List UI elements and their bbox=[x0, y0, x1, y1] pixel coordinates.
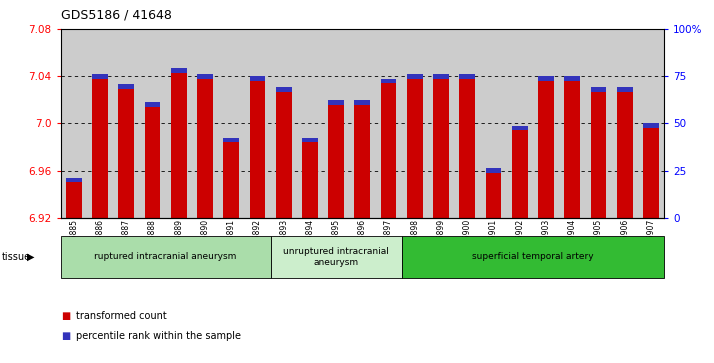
Bar bbox=[564, 76, 580, 218]
Bar bbox=[92, 74, 108, 218]
Bar bbox=[223, 138, 239, 218]
Bar bbox=[486, 168, 501, 218]
Bar bbox=[171, 68, 186, 218]
Text: superficial temporal artery: superficial temporal artery bbox=[472, 252, 593, 261]
Bar bbox=[66, 178, 81, 183]
Bar bbox=[302, 138, 318, 142]
Text: ▶: ▶ bbox=[27, 252, 35, 262]
Bar bbox=[590, 87, 606, 218]
Bar bbox=[197, 74, 213, 218]
Bar bbox=[354, 100, 371, 105]
Text: ruptured intracranial aneurysm: ruptured intracranial aneurysm bbox=[94, 252, 237, 261]
Bar bbox=[538, 76, 554, 218]
Bar bbox=[381, 79, 396, 83]
Bar bbox=[617, 87, 633, 91]
Bar bbox=[145, 102, 161, 218]
Bar bbox=[512, 126, 528, 218]
Text: unruptured intracranial
aneurysm: unruptured intracranial aneurysm bbox=[283, 247, 389, 266]
Bar bbox=[250, 76, 266, 218]
Bar bbox=[459, 74, 475, 218]
Text: GDS5186 / 41648: GDS5186 / 41648 bbox=[61, 9, 171, 22]
Bar bbox=[564, 76, 580, 81]
Bar bbox=[119, 85, 134, 89]
Bar bbox=[643, 123, 659, 218]
Bar bbox=[617, 87, 633, 218]
Bar bbox=[302, 138, 318, 218]
Bar bbox=[145, 102, 161, 107]
Bar bbox=[433, 74, 449, 218]
Bar bbox=[92, 74, 108, 79]
Bar bbox=[328, 100, 344, 218]
Bar bbox=[433, 74, 449, 79]
Bar bbox=[276, 87, 291, 91]
Bar bbox=[223, 138, 239, 142]
Bar bbox=[459, 74, 475, 79]
Text: ■: ■ bbox=[61, 331, 70, 341]
Bar bbox=[119, 85, 134, 218]
Text: tissue: tissue bbox=[2, 252, 31, 262]
Bar bbox=[407, 74, 423, 79]
Bar bbox=[171, 68, 186, 73]
Bar bbox=[590, 87, 606, 91]
Bar bbox=[486, 168, 501, 173]
Bar bbox=[328, 100, 344, 105]
Bar bbox=[66, 178, 81, 218]
Bar bbox=[197, 74, 213, 79]
Text: percentile rank within the sample: percentile rank within the sample bbox=[76, 331, 241, 341]
Bar bbox=[643, 123, 659, 128]
Bar bbox=[276, 87, 291, 218]
Bar bbox=[381, 79, 396, 218]
Text: ■: ■ bbox=[61, 311, 70, 321]
Bar bbox=[354, 100, 371, 218]
Text: transformed count: transformed count bbox=[76, 311, 167, 321]
Bar bbox=[538, 76, 554, 81]
Bar bbox=[512, 126, 528, 131]
Bar bbox=[250, 76, 266, 81]
Bar bbox=[407, 74, 423, 218]
